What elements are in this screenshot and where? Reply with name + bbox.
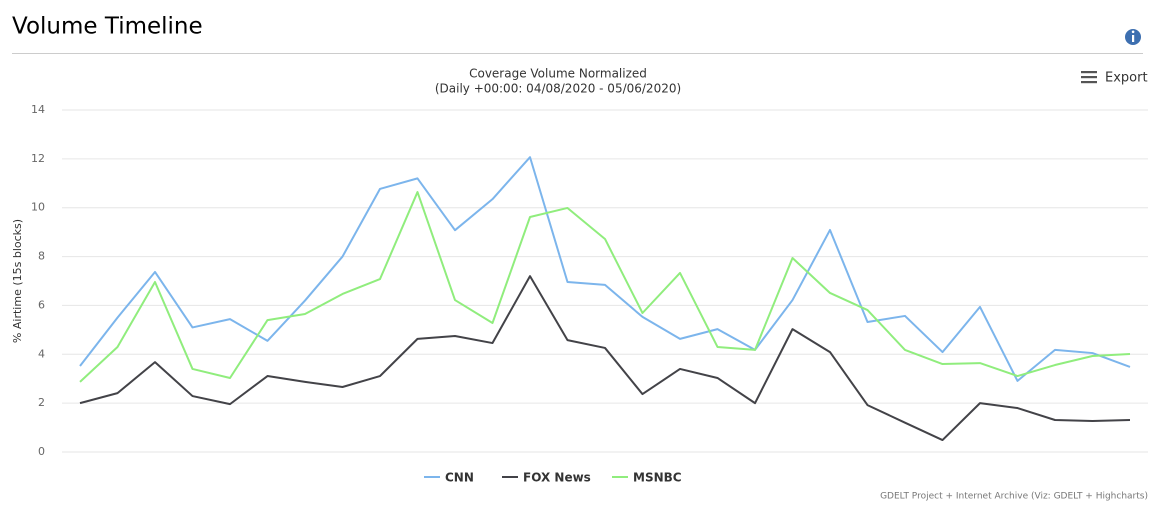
- line-series: [79, 275, 1131, 442]
- y-tick-label: 2: [38, 396, 45, 409]
- y-tick-label: 6: [38, 298, 45, 311]
- legend-label[interactable]: FOX News: [523, 471, 591, 485]
- credits: GDELT Project + Internet Archive (Viz: G…: [880, 492, 1148, 502]
- chart-title: Coverage Volume Normalized: [469, 67, 647, 81]
- y-tick-label: 10: [31, 201, 45, 214]
- page-title: Volume Timeline: [12, 14, 203, 40]
- line-series: [79, 156, 1131, 382]
- y-tick-label: 8: [38, 250, 45, 263]
- chart-subtitle: (Daily +00:00: 04/08/2020 - 05/06/2020): [435, 82, 681, 96]
- y-axis-label: % Airtime (15s blocks): [11, 219, 24, 343]
- legend-label[interactable]: CNN: [445, 471, 474, 485]
- y-tick-label: 14: [31, 103, 45, 116]
- legend-item[interactable]: MSNBC: [612, 471, 682, 485]
- legend-label[interactable]: MSNBC: [633, 471, 682, 485]
- y-tick-label: 4: [38, 347, 45, 360]
- export-button[interactable]: Export: [1081, 71, 1148, 86]
- legend-item[interactable]: CNN: [424, 471, 474, 485]
- legend-item[interactable]: FOX News: [502, 471, 591, 485]
- y-tick-label: 12: [31, 152, 45, 165]
- line-series: [79, 191, 1131, 383]
- info-icon[interactable]: [1125, 29, 1141, 45]
- y-tick-label: 0: [38, 445, 45, 458]
- export-label[interactable]: Export: [1105, 71, 1148, 86]
